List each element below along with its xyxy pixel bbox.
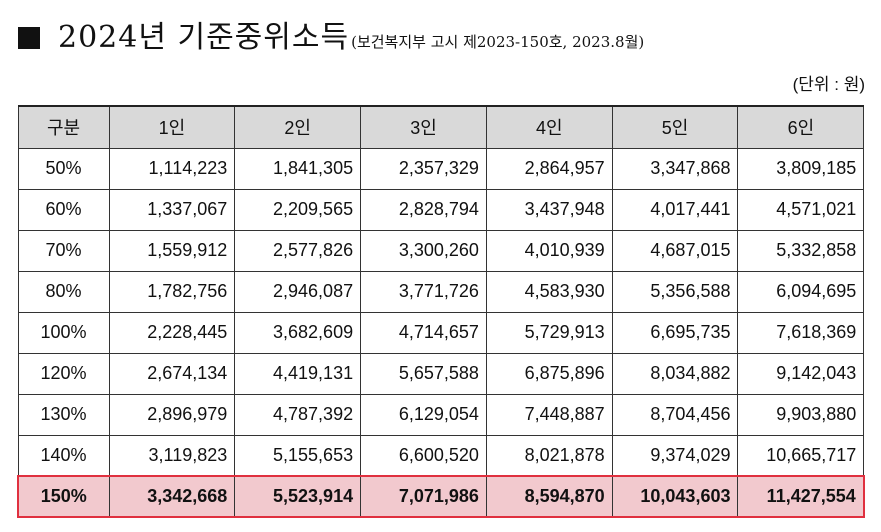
- table-cell: 8,021,878: [485, 434, 613, 477]
- header-1-person: 1인: [108, 105, 236, 149]
- table-cell: 7,618,369: [737, 311, 865, 354]
- row-label: 60%: [17, 188, 110, 231]
- table-cell: 2,228,445: [108, 311, 236, 354]
- table-cell: 6,875,896: [485, 352, 613, 395]
- table-header-row: 구분 1인 2인 3인 4인 5인 6인: [17, 105, 865, 149]
- table-cell: 6,094,695: [737, 270, 865, 313]
- header-5-person: 5인: [611, 105, 739, 149]
- header-6-person: 6인: [737, 105, 865, 149]
- median-income-table: 구분 1인 2인 3인 4인 5인 6인 50% 1,114,223 1,841,3…: [17, 105, 865, 518]
- table-row: 100% 2,228,445 3,682,609 4,714,657 5,729,913…: [17, 311, 865, 354]
- table-cell: 6,600,520: [360, 434, 487, 477]
- table-row: 150% 3,342,668 5,523,914 7,071,986 8,594,870…: [17, 475, 865, 518]
- table-cell: 6,129,054: [360, 393, 487, 436]
- row-label: 130%: [17, 393, 110, 436]
- table-cell: 4,017,441: [611, 188, 739, 231]
- table-cell: 1,559,912: [108, 229, 236, 272]
- table-cell: 1,782,756: [108, 270, 236, 313]
- table-cell: 3,347,868: [611, 147, 739, 190]
- table-cell: 2,946,087: [234, 270, 362, 313]
- row-label: 140%: [17, 434, 110, 477]
- table-cell: 5,523,914: [234, 475, 362, 518]
- row-label: 80%: [17, 270, 110, 313]
- table-row: 60% 1,337,067 2,209,565 2,828,794 3,437,948 4…: [17, 188, 865, 231]
- table-cell: 11,427,554: [737, 475, 865, 518]
- header-4-person: 4인: [485, 105, 613, 149]
- table-row: 130% 2,896,979 4,787,392 6,129,054 7,448,887…: [17, 393, 865, 436]
- table-cell: 5,332,858: [737, 229, 865, 272]
- row-label: 150%: [17, 475, 110, 518]
- table-cell: 3,437,948: [485, 188, 613, 231]
- table-row: 120% 2,674,134 4,419,131 5,657,588 6,875,896…: [17, 352, 865, 395]
- table-cell: 2,357,329: [360, 147, 487, 190]
- table-cell: 6,695,735: [611, 311, 739, 354]
- page-title: 2024년 기준중위소득 (보건복지부 고시 제2023-150호, 2023.…: [18, 12, 644, 56]
- row-label: 70%: [17, 229, 110, 272]
- table-cell: 8,034,882: [611, 352, 739, 395]
- table-cell: 1,337,067: [108, 188, 236, 231]
- table-cell: 10,665,717: [737, 434, 865, 477]
- table-cell: 3,809,185: [737, 147, 865, 190]
- table-cell: 9,142,043: [737, 352, 865, 395]
- table-cell: 9,903,880: [737, 393, 865, 436]
- unit-label: (단위 : 원): [792, 75, 865, 94]
- title-subtitle: (보건복지부 고시 제2023-150호, 2023.8월): [351, 33, 645, 51]
- table-cell: 5,356,588: [611, 270, 739, 313]
- table-cell: 8,704,456: [611, 393, 739, 436]
- row-label: 120%: [17, 352, 110, 395]
- table-cell: 4,010,939: [485, 229, 613, 272]
- table-cell: 2,674,134: [108, 352, 236, 395]
- table-cell: 4,787,392: [234, 393, 362, 436]
- table-cell: 3,682,609: [234, 311, 362, 354]
- table-cell: 2,864,957: [485, 147, 613, 190]
- row-label: 100%: [17, 311, 110, 354]
- table-cell: 3,342,668: [108, 475, 236, 518]
- table-cell: 4,419,131: [234, 352, 362, 395]
- table-cell: 5,155,653: [234, 434, 362, 477]
- table-cell: 2,896,979: [108, 393, 236, 436]
- square-bullet-icon: [18, 27, 40, 49]
- table-cell: 2,828,794: [360, 188, 487, 231]
- title-main: 2024년 기준중위소득: [58, 20, 350, 55]
- header-2-person: 2인: [234, 105, 362, 149]
- table-cell: 1,114,223: [108, 147, 236, 190]
- table-cell: 8,594,870: [485, 475, 613, 518]
- table-cell: 7,448,887: [485, 393, 613, 436]
- header-category: 구분: [17, 105, 110, 149]
- table-cell: 4,687,015: [611, 229, 739, 272]
- table-row: 80% 1,782,756 2,946,087 3,771,726 4,583,930 5…: [17, 270, 865, 313]
- table-cell: 7,071,986: [360, 475, 487, 518]
- table-cell: 4,583,930: [485, 270, 613, 313]
- table-cell: 3,771,726: [360, 270, 487, 313]
- table-cell: 9,374,029: [611, 434, 739, 477]
- table-cell: 4,714,657: [360, 311, 487, 354]
- table-cell: 3,119,823: [108, 434, 236, 477]
- row-label: 50%: [17, 147, 110, 190]
- table-row: 140% 3,119,823 5,155,653 6,600,520 8,021,878…: [17, 434, 865, 477]
- table-cell: 10,043,603: [611, 475, 739, 518]
- table-cell: 4,571,021: [737, 188, 865, 231]
- table-row: 50% 1,114,223 1,841,305 2,357,329 2,864,957 3…: [17, 147, 865, 190]
- table-cell: 5,729,913: [485, 311, 613, 354]
- table-cell: 2,209,565: [234, 188, 362, 231]
- header-3-person: 3인: [360, 105, 487, 149]
- table-row: 70% 1,559,912 2,577,826 3,300,260 4,010,939 4…: [17, 229, 865, 272]
- table-cell: 3,300,260: [360, 229, 487, 272]
- table-cell: 1,841,305: [234, 147, 362, 190]
- table-cell: 2,577,826: [234, 229, 362, 272]
- table-cell: 5,657,588: [360, 352, 487, 395]
